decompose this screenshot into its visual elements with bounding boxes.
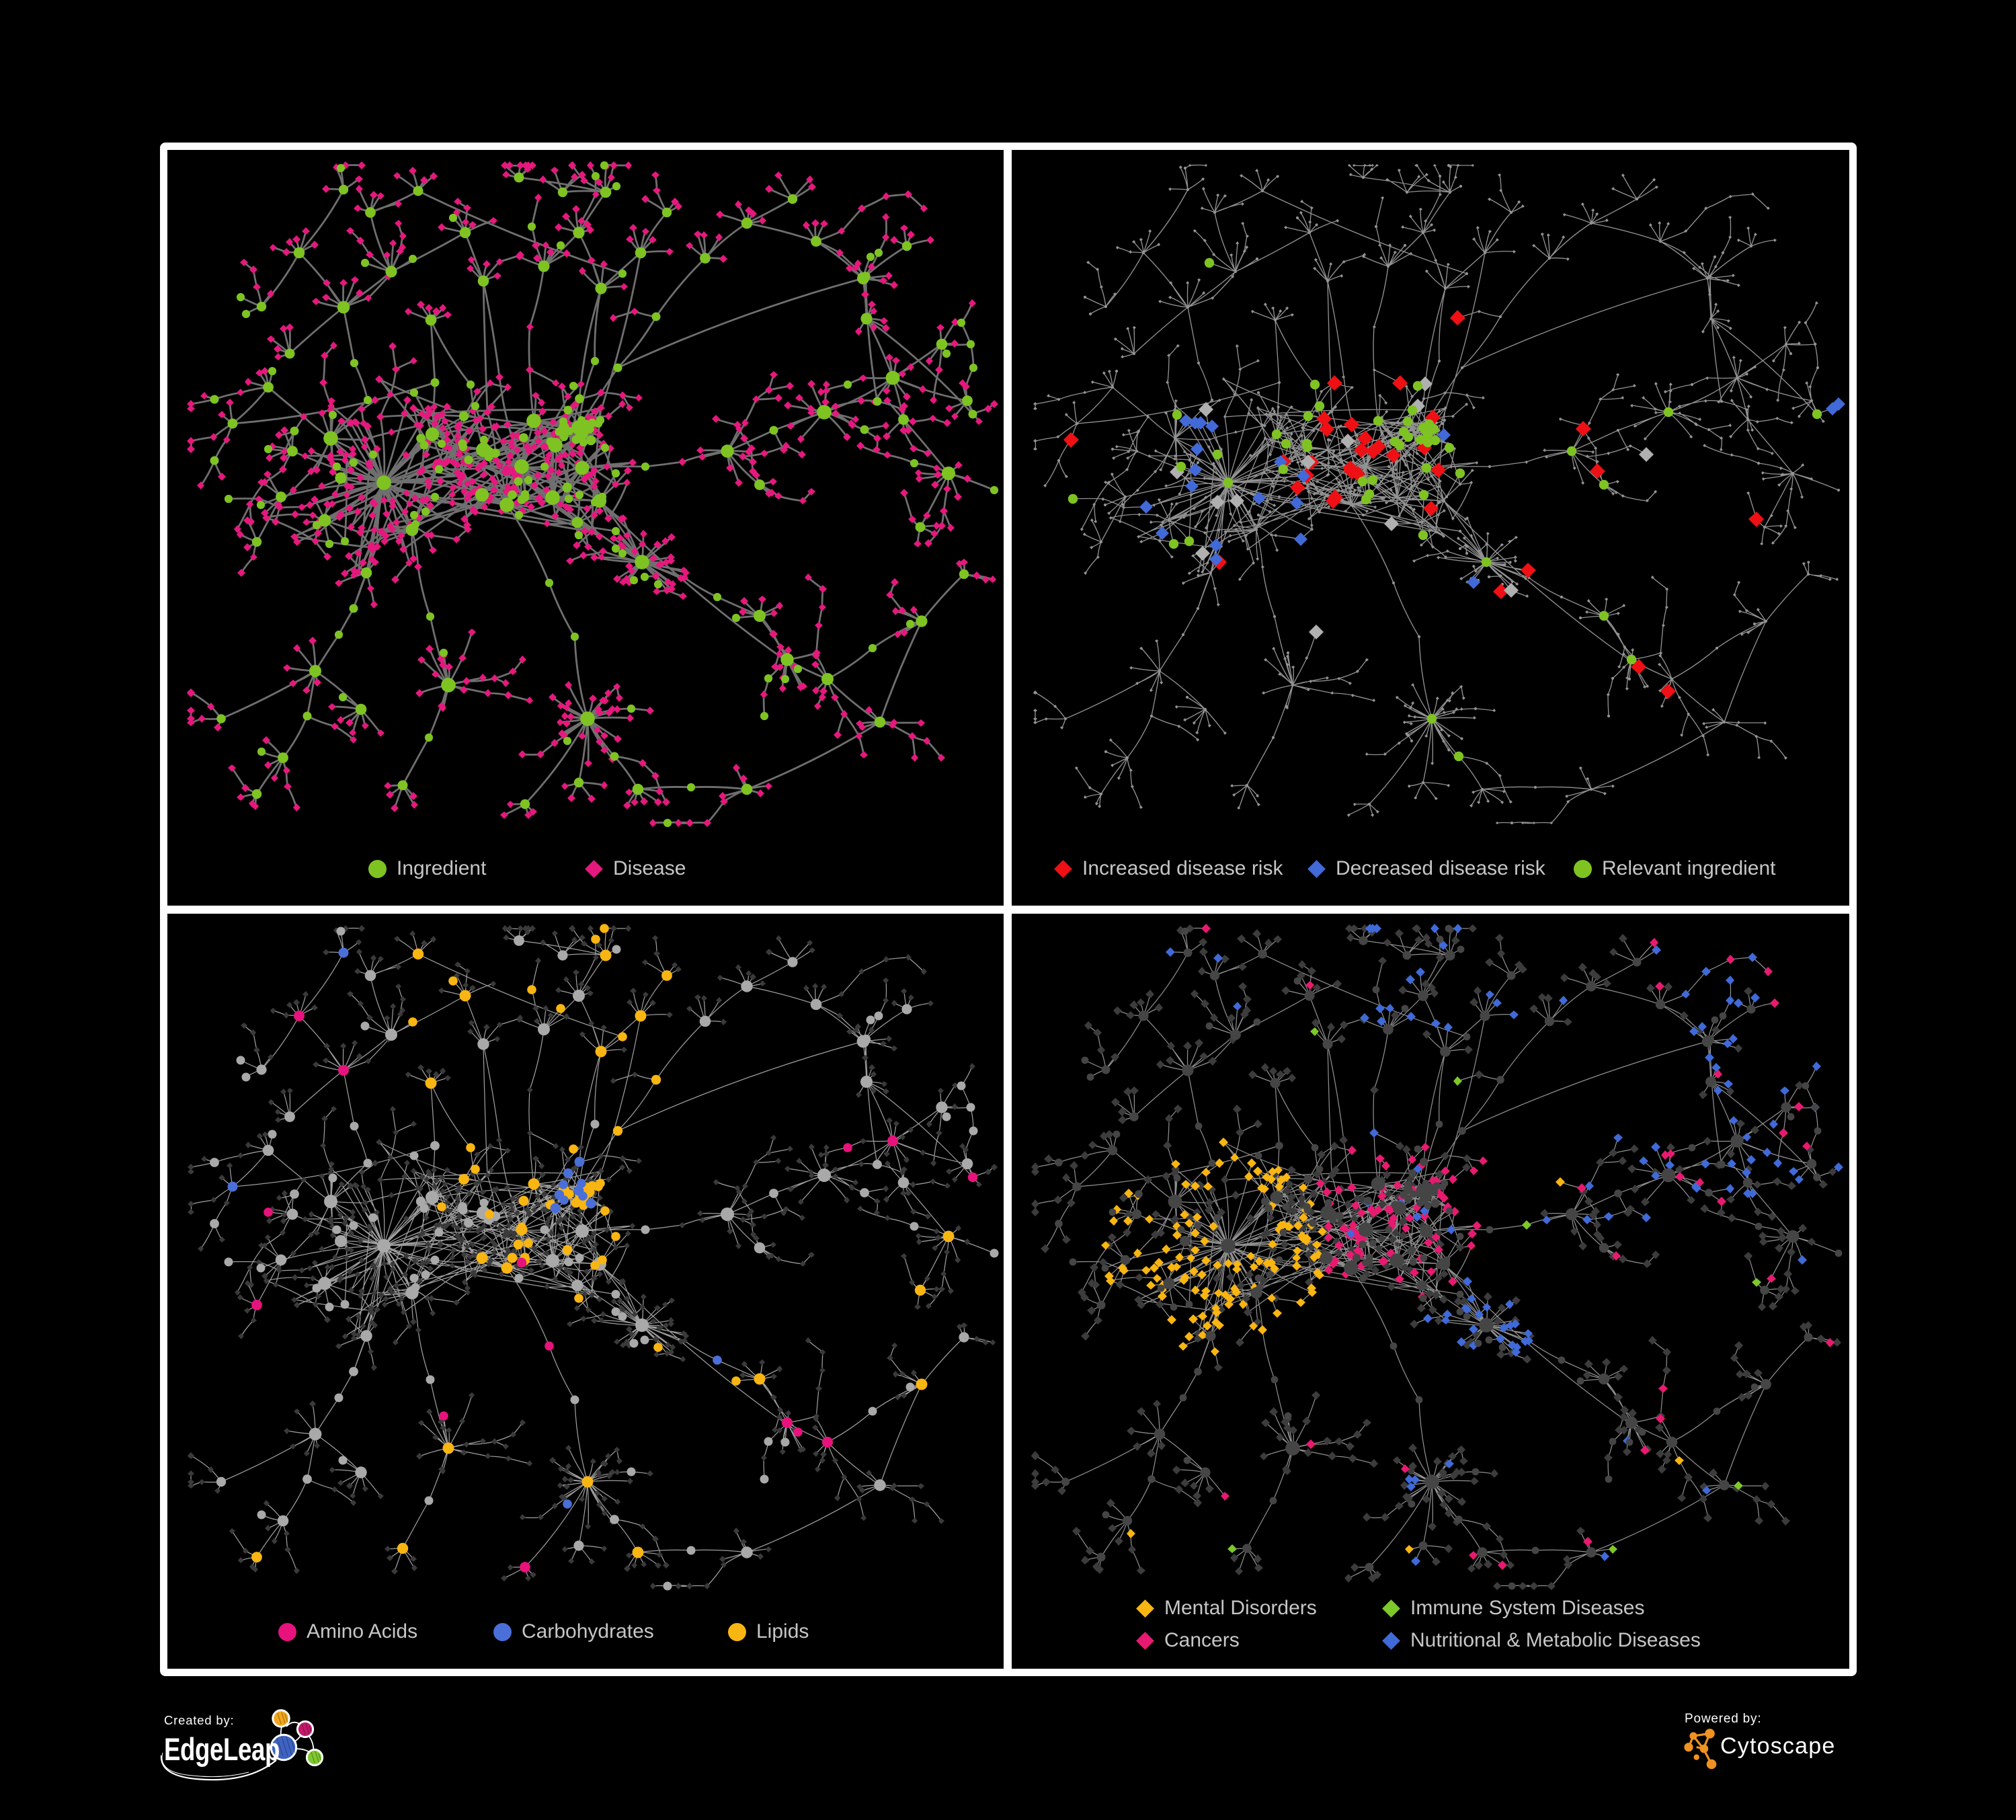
svg-text:Powered by:: Powered by: <box>1685 1712 1761 1726</box>
svg-text:Created by:: Created by: <box>164 1713 234 1727</box>
svg-text:Cytoscape: Cytoscape <box>1720 1733 1835 1759</box>
svg-text:EdgeLeap: EdgeLeap <box>164 1732 280 1767</box>
